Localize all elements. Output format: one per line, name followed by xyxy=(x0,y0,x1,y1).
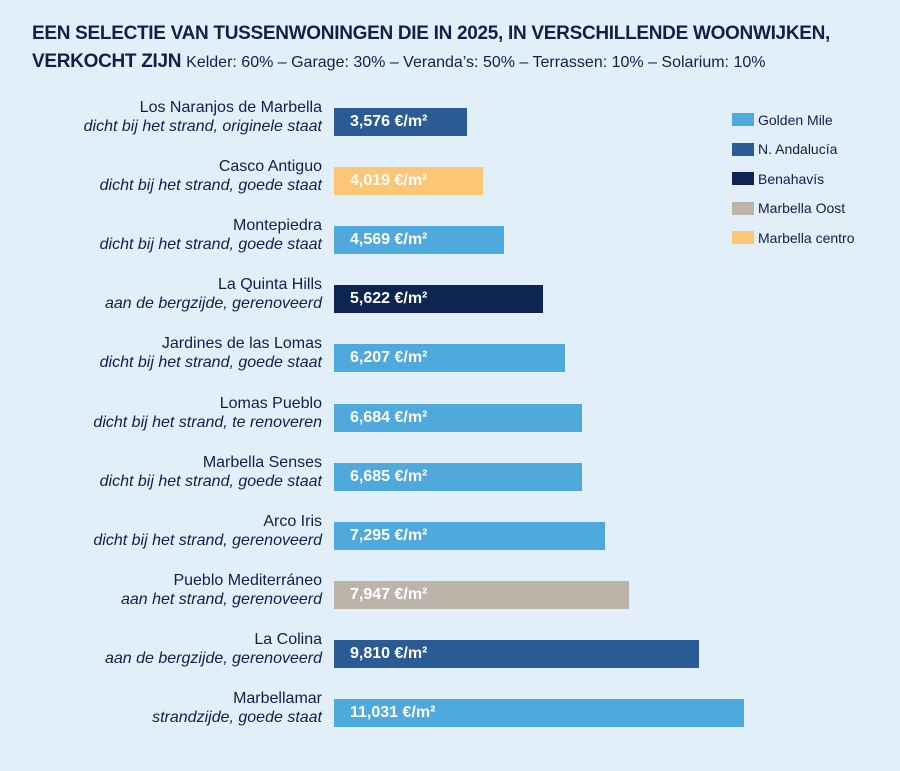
legend-item: Marbella centro xyxy=(732,223,855,253)
category-label: Los Naranjos de Marbella dicht bij het st… xyxy=(84,98,322,136)
legend-label: Golden Mile xyxy=(758,111,833,128)
data-label: 6,207 €/m² xyxy=(350,349,428,367)
neighbourhood-desc: dicht bij het strand, gerenoveerd xyxy=(93,531,322,549)
bar: 6,685 €/m² xyxy=(334,462,583,491)
bar: 4,019 €/m² xyxy=(334,167,484,196)
neighbourhood-name: La Quinta Hills xyxy=(217,276,322,294)
bar-row: Arco Iris dicht bij het strand, gerenovee… xyxy=(0,512,900,562)
neighbourhood-desc: strandzijde, goede staat xyxy=(152,709,322,726)
legend-swatch xyxy=(732,113,754,127)
neighbourhood-name: Lomas Pueblo xyxy=(219,394,322,412)
legend-item: Benahavís xyxy=(732,164,855,194)
neighbourhood-desc: dicht bij het strand, goede staat xyxy=(99,472,322,490)
neighbourhood-desc: dicht bij het strand, goede staat xyxy=(99,177,322,195)
bar-row: Lomas Pueblo dicht bij het strand, te ren… xyxy=(0,394,900,444)
bar-row: Casco Antiguo dicht bij het strand, goede… xyxy=(0,157,900,207)
bar-row: Montepiedra dicht bij het strand, goede s… xyxy=(0,216,900,266)
data-label: 9,810 €/m² xyxy=(350,644,428,662)
data-label: 4,569 €/m² xyxy=(350,231,428,249)
bar-row: Los Naranjos de Marbella dicht bij het st… xyxy=(0,98,900,148)
bar: 7,295 €/m² xyxy=(334,521,606,550)
bar: 7,947 €/m² xyxy=(334,580,630,609)
category-label: Jardines de las Lomas dicht bij het stran… xyxy=(100,334,322,372)
bar: 9,810 €/m² xyxy=(334,639,699,668)
data-label: 4,019 €/m² xyxy=(350,172,428,190)
subtitle: Kelder: 60% – Garage: 30% – Veranda’s: 5… xyxy=(186,54,766,71)
neighbourhood-name: Jardines de las Lomas xyxy=(161,335,322,353)
bar-row: Jardines de las Lomas dicht bij het stran… xyxy=(0,334,900,384)
neighbourhood-name: Montepiedra xyxy=(233,217,322,235)
data-label: 7,947 €/m² xyxy=(350,585,428,603)
legend-item: Marbella Oost xyxy=(732,194,855,224)
data-label: 3,576 €/m² xyxy=(350,113,428,130)
bar-row: Marbella Senses dicht bij het strand, goe… xyxy=(0,453,900,503)
neighbourhood-name: Los Naranjos de Marbella xyxy=(139,99,322,116)
chart-title: EEN SELECTIE VAN TUSSENWONINGEN DIE IN 2… xyxy=(32,20,892,77)
legend-label: Marbella centro xyxy=(758,229,855,246)
category-label: La Quinta Hills aan de bergzijde, gerenov… xyxy=(105,275,322,313)
legend-swatch xyxy=(732,231,754,245)
bar: 11,031 €/m² xyxy=(334,699,744,727)
legend-swatch xyxy=(732,172,754,186)
neighbourhood-name: La Colina xyxy=(254,630,322,648)
neighbourhood-desc: aan de bergzijde, gerenoveerd xyxy=(104,295,322,313)
bar: 4,569 €/m² xyxy=(334,226,504,255)
neighbourhood-desc: aan het strand, gerenoveerd xyxy=(120,590,322,608)
category-label: Montepiedra dicht bij het strand, goede s… xyxy=(100,216,322,254)
category-label: Arco Iris dicht bij het strand, gerenovee… xyxy=(93,512,322,550)
bar-row: Pueblo Mediterráneo aan het strand, geren… xyxy=(0,571,900,621)
neighbourhood-desc: dicht bij het strand, originele staat xyxy=(83,118,322,135)
category-label: Pueblo Mediterráneo aan het strand, geren… xyxy=(121,571,322,609)
neighbourhood-name: Marbella Senses xyxy=(202,453,322,471)
legend-swatch xyxy=(732,201,754,215)
neighbourhood-name: Marbellamar xyxy=(233,690,322,707)
legend-label: Benahavís xyxy=(758,170,825,187)
bar-row: La Colina aan de bergzijde, gerenoveerd 9,… xyxy=(0,630,900,680)
bar: 3,576 €/m² xyxy=(334,108,467,136)
category-label: Lomas Pueblo dicht bij het strand, te ren… xyxy=(93,394,322,432)
neighbourhood-name: Arco Iris xyxy=(263,512,322,530)
data-label: 7,295 €/m² xyxy=(350,526,428,544)
neighbourhood-name: Casco Antiguo xyxy=(218,158,322,176)
legend-item: N. Andalucía xyxy=(732,135,855,165)
legend-label: Marbella Oost xyxy=(758,200,846,217)
neighbourhood-desc: aan de bergzijde, gerenoveerd xyxy=(104,649,322,667)
bar: 6,207 €/m² xyxy=(334,344,565,373)
category-label: Marbellamar strandzijde, goede staat xyxy=(152,689,322,727)
bar: 6,684 €/m² xyxy=(334,403,583,432)
legend-swatch xyxy=(732,142,754,156)
data-label: 11,031 €/m² xyxy=(350,704,436,721)
neighbourhood-desc: dicht bij het strand, te renoveren xyxy=(93,413,322,431)
data-label: 5,622 €/m² xyxy=(350,290,428,308)
category-label: Marbella Senses dicht bij het strand, goe… xyxy=(100,453,322,491)
data-label: 6,684 €/m² xyxy=(350,408,428,426)
bar: 5,622 €/m² xyxy=(334,285,543,314)
legend: Golden Mile N. Andalucía Benahavís Marbella… xyxy=(732,105,855,253)
category-label: Casco Antiguo dicht bij het strand, goede… xyxy=(100,157,322,195)
legend-item: Golden Mile xyxy=(732,105,855,135)
category-label: La Colina aan de bergzijde, gerenoveerd xyxy=(105,630,322,668)
legend-label: N. Andalucía xyxy=(758,141,838,158)
title-text: EEN SELECTIE VAN TUSSENWONINGEN DIE IN 2… xyxy=(32,23,831,72)
bar-row: Marbellamar strandzijde, goede staat 11,03… xyxy=(0,689,900,739)
neighbourhood-name: Pueblo Mediterráneo xyxy=(173,571,322,589)
bar-row: La Quinta Hills aan de bergzijde, gerenov… xyxy=(0,275,900,325)
neighbourhood-desc: dicht bij het strand, goede staat xyxy=(99,354,322,372)
neighbourhood-desc: dicht bij het strand, goede staat xyxy=(99,236,322,254)
data-label: 6,685 €/m² xyxy=(350,467,428,485)
